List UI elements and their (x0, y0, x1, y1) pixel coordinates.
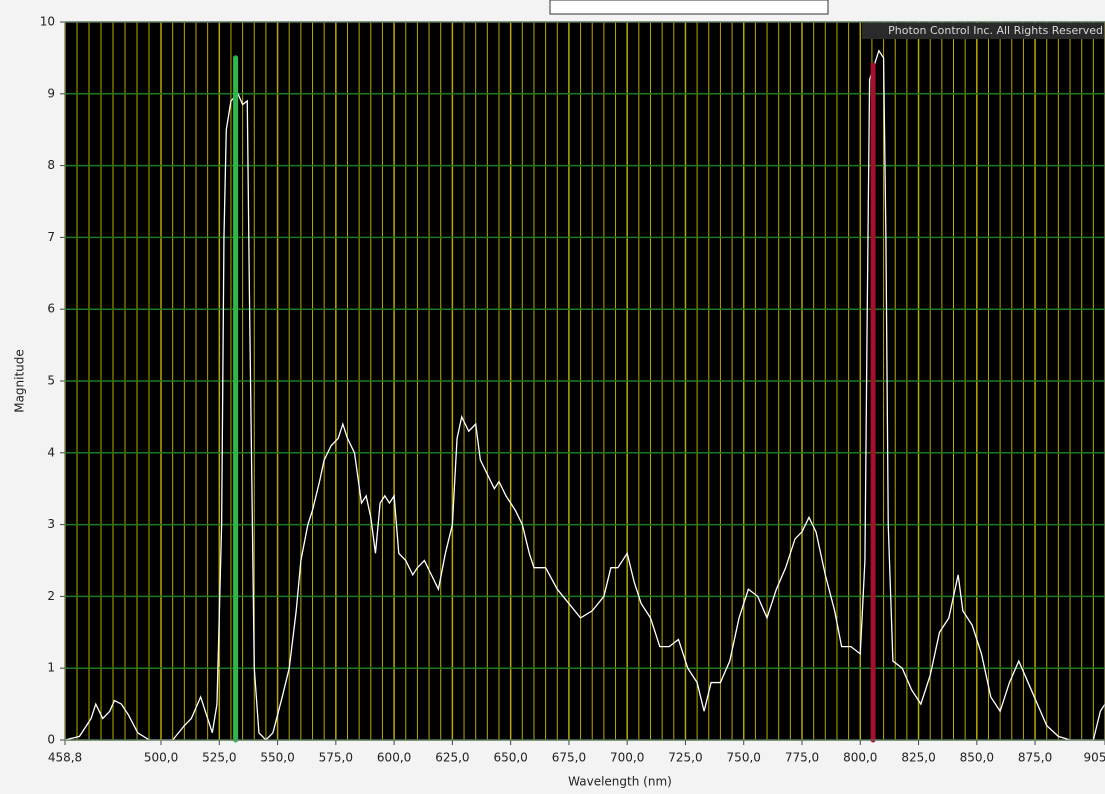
x-tick-label: 550,0 (260, 751, 294, 765)
x-tick-label: 875,0 (1018, 751, 1052, 765)
x-tick-label: 825,0 (901, 751, 935, 765)
y-tick-label: 1 (47, 661, 55, 675)
y-axis-title: Magnitude (13, 349, 27, 413)
y-tick-label: 3 (47, 517, 55, 531)
x-tick-label: 458,8 (48, 751, 82, 765)
y-tick-label: 5 (47, 374, 55, 388)
y-tick-label: 7 (47, 230, 55, 244)
x-tick-label: 850,0 (960, 751, 994, 765)
x-axis-title: Wavelength (nm) (568, 775, 672, 789)
x-tick-label: 700,0 (610, 751, 644, 765)
y-tick-label: 6 (47, 302, 55, 316)
x-tick-label: 905 (1084, 751, 1105, 765)
x-tick-label: 725,0 (668, 751, 702, 765)
plot-border (64, 21, 1105, 741)
x-tick-label: 750,0 (727, 751, 761, 765)
y-tick-label: 8 (47, 158, 55, 172)
y-tick-label: 10 (40, 15, 55, 29)
x-tick-label: 600,0 (377, 751, 411, 765)
x-tick-label: 625,0 (435, 751, 469, 765)
annotation: Photon Control Inc. All Rights Reserved (888, 24, 1103, 37)
y-tick-label: 2 (47, 589, 55, 603)
x-tick-label: 525,0 (202, 751, 236, 765)
toolbar-box (549, 0, 829, 15)
spectrum-line (64, 49, 1105, 741)
x-tick-label: 575,0 (319, 751, 353, 765)
y-tick-label: 4 (47, 445, 55, 459)
annotation-bg (862, 23, 1104, 39)
x-tick-label: 675,0 (552, 751, 586, 765)
y-tick-label: 9 (47, 86, 55, 100)
x-tick-label: 500,0 (144, 751, 178, 765)
x-tick-label: 650,0 (493, 751, 527, 765)
x-tick-label: 800,0 (843, 751, 877, 765)
x-tick-label: 775,0 (785, 751, 819, 765)
y-tick-label: 0 (47, 733, 55, 747)
